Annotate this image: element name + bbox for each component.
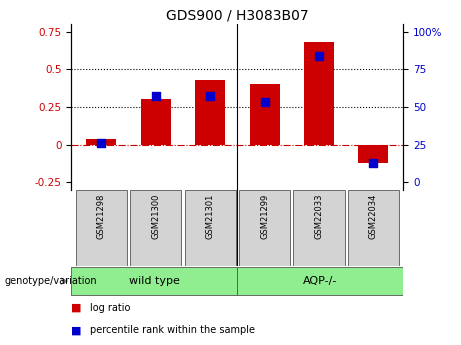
- Bar: [195, 80, 225, 145]
- Text: AQP-/-: AQP-/-: [303, 276, 337, 286]
- Bar: [237, 267, 403, 295]
- Bar: [304, 42, 334, 145]
- Text: wild type: wild type: [129, 276, 180, 286]
- Point: [152, 93, 160, 99]
- Point: [261, 100, 268, 105]
- Text: ■: ■: [71, 303, 82, 313]
- Bar: [141, 99, 171, 145]
- Bar: [86, 139, 116, 145]
- Bar: [250, 85, 279, 145]
- Text: GSM22033: GSM22033: [314, 194, 324, 239]
- Text: GSM21298: GSM21298: [97, 194, 106, 239]
- Bar: [71, 267, 237, 295]
- Bar: [359, 145, 389, 162]
- Bar: [76, 190, 127, 266]
- Bar: [239, 190, 290, 266]
- Bar: [294, 190, 345, 266]
- Point: [370, 160, 377, 165]
- Text: GSM22034: GSM22034: [369, 194, 378, 239]
- Bar: [185, 190, 236, 266]
- Point: [98, 140, 105, 146]
- Text: percentile rank within the sample: percentile rank within the sample: [90, 325, 255, 335]
- Text: GSM21299: GSM21299: [260, 194, 269, 239]
- Text: genotype/variation: genotype/variation: [5, 276, 97, 286]
- Title: GDS900 / H3083B07: GDS900 / H3083B07: [166, 9, 309, 23]
- Bar: [130, 190, 181, 266]
- Point: [315, 53, 323, 59]
- Text: GSM21300: GSM21300: [151, 194, 160, 239]
- Point: [207, 93, 214, 99]
- Bar: [348, 190, 399, 266]
- Text: GSM21301: GSM21301: [206, 194, 215, 239]
- Text: ■: ■: [71, 325, 82, 335]
- Text: log ratio: log ratio: [90, 303, 130, 313]
